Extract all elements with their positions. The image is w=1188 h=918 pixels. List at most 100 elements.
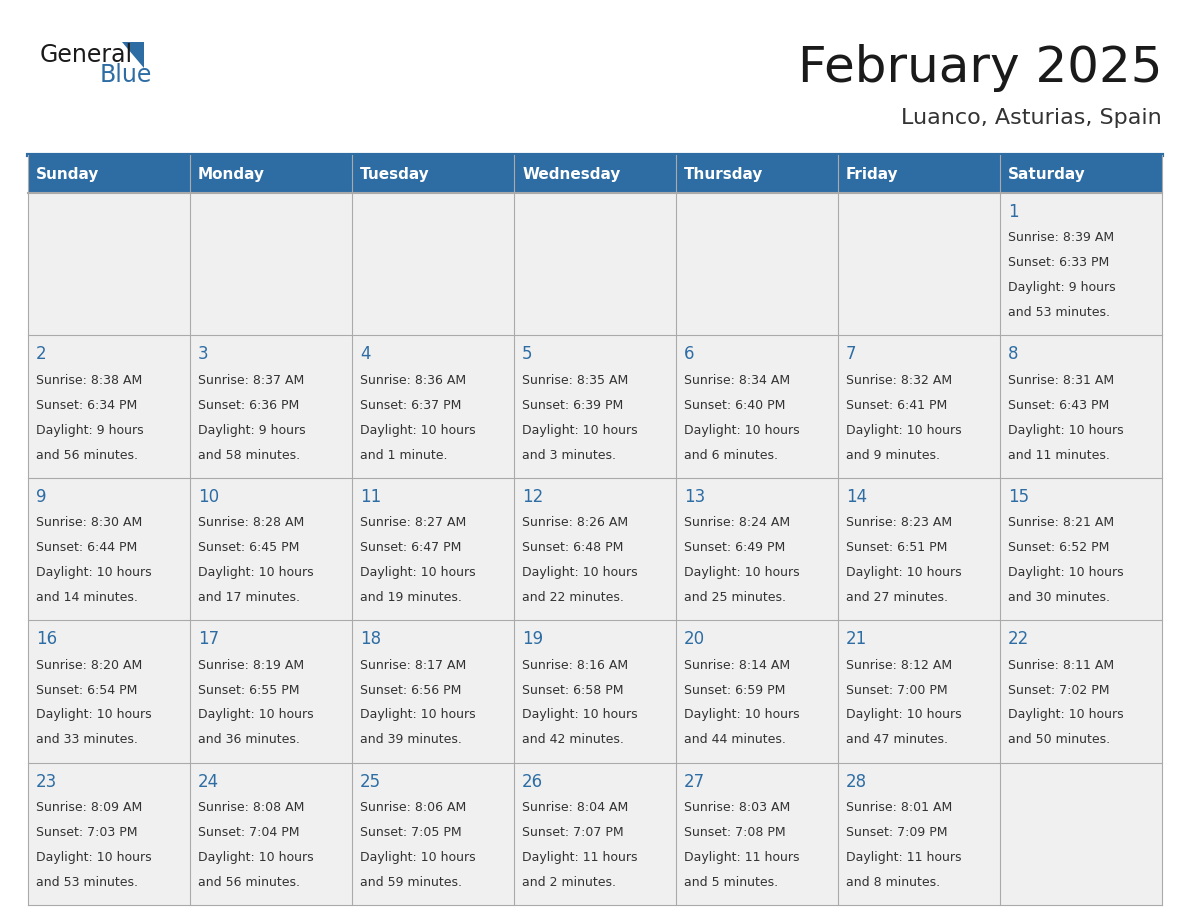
Text: and 27 minutes.: and 27 minutes. — [846, 591, 948, 604]
Text: Daylight: 11 hours: Daylight: 11 hours — [684, 851, 800, 864]
Bar — [676, 621, 838, 763]
Text: Luanco, Asturias, Spain: Luanco, Asturias, Spain — [902, 108, 1162, 128]
Text: Daylight: 10 hours: Daylight: 10 hours — [1009, 424, 1124, 437]
Bar — [190, 335, 352, 477]
Text: Sunset: 6:52 PM: Sunset: 6:52 PM — [1009, 542, 1110, 554]
Text: 24: 24 — [198, 773, 220, 790]
Text: Sunset: 6:48 PM: Sunset: 6:48 PM — [522, 542, 624, 554]
Text: and 3 minutes.: and 3 minutes. — [522, 449, 617, 462]
Text: Sunset: 6:51 PM: Sunset: 6:51 PM — [846, 542, 948, 554]
Bar — [676, 335, 838, 477]
Bar — [676, 193, 838, 335]
Text: Daylight: 11 hours: Daylight: 11 hours — [522, 851, 638, 864]
Bar — [352, 335, 514, 477]
Text: Sunrise: 8:39 AM: Sunrise: 8:39 AM — [1009, 231, 1114, 244]
Text: Daylight: 10 hours: Daylight: 10 hours — [360, 851, 475, 864]
Text: 23: 23 — [36, 773, 57, 790]
Text: February 2025: February 2025 — [797, 44, 1162, 92]
Text: General: General — [40, 43, 133, 67]
Text: Sunrise: 8:01 AM: Sunrise: 8:01 AM — [846, 801, 953, 814]
Text: 15: 15 — [1009, 487, 1029, 506]
Bar — [514, 477, 676, 621]
Text: 22: 22 — [1009, 630, 1029, 648]
Text: Sunset: 7:04 PM: Sunset: 7:04 PM — [198, 826, 299, 839]
Text: Sunset: 6:44 PM: Sunset: 6:44 PM — [36, 542, 138, 554]
Text: Sunrise: 8:26 AM: Sunrise: 8:26 AM — [522, 516, 628, 530]
Text: 18: 18 — [360, 630, 381, 648]
Text: Sunset: 7:03 PM: Sunset: 7:03 PM — [36, 826, 138, 839]
Bar — [29, 155, 190, 193]
Text: Sunrise: 8:27 AM: Sunrise: 8:27 AM — [360, 516, 467, 530]
Bar — [352, 763, 514, 905]
Text: 20: 20 — [684, 630, 706, 648]
Text: and 17 minutes.: and 17 minutes. — [198, 591, 301, 604]
Text: 13: 13 — [684, 487, 706, 506]
Text: 26: 26 — [522, 773, 543, 790]
Text: Sunrise: 8:28 AM: Sunrise: 8:28 AM — [198, 516, 304, 530]
Text: Sunset: 7:09 PM: Sunset: 7:09 PM — [846, 826, 948, 839]
Text: 21: 21 — [846, 630, 867, 648]
Text: Daylight: 10 hours: Daylight: 10 hours — [522, 566, 638, 579]
Text: 7: 7 — [846, 345, 857, 364]
Text: and 2 minutes.: and 2 minutes. — [522, 876, 617, 889]
Text: 14: 14 — [846, 487, 867, 506]
Text: and 11 minutes.: and 11 minutes. — [1009, 449, 1110, 462]
Text: Sunset: 6:36 PM: Sunset: 6:36 PM — [198, 398, 299, 412]
Text: 2: 2 — [36, 345, 46, 364]
Text: Sunset: 6:47 PM: Sunset: 6:47 PM — [360, 542, 461, 554]
Text: Daylight: 10 hours: Daylight: 10 hours — [1009, 709, 1124, 722]
Text: and 47 minutes.: and 47 minutes. — [846, 733, 948, 746]
Text: Sunset: 6:33 PM: Sunset: 6:33 PM — [1009, 256, 1110, 269]
Text: Sunset: 7:05 PM: Sunset: 7:05 PM — [360, 826, 462, 839]
Text: Daylight: 10 hours: Daylight: 10 hours — [36, 709, 152, 722]
Bar — [352, 477, 514, 621]
Text: Sunset: 6:55 PM: Sunset: 6:55 PM — [198, 684, 299, 697]
Bar — [838, 621, 1000, 763]
Text: Thursday: Thursday — [684, 166, 764, 182]
Polygon shape — [122, 42, 144, 68]
Text: Daylight: 10 hours: Daylight: 10 hours — [36, 851, 152, 864]
Text: Sunrise: 8:03 AM: Sunrise: 8:03 AM — [684, 801, 790, 814]
Text: Daylight: 10 hours: Daylight: 10 hours — [684, 709, 800, 722]
Text: Daylight: 10 hours: Daylight: 10 hours — [360, 566, 475, 579]
Text: Sunset: 7:08 PM: Sunset: 7:08 PM — [684, 826, 785, 839]
Text: Sunset: 7:02 PM: Sunset: 7:02 PM — [1009, 684, 1110, 697]
Text: Daylight: 10 hours: Daylight: 10 hours — [846, 709, 962, 722]
Text: Sunrise: 8:16 AM: Sunrise: 8:16 AM — [522, 658, 628, 672]
Text: 6: 6 — [684, 345, 695, 364]
Text: and 22 minutes.: and 22 minutes. — [522, 591, 624, 604]
Text: Sunrise: 8:08 AM: Sunrise: 8:08 AM — [198, 801, 304, 814]
Text: Sunset: 6:39 PM: Sunset: 6:39 PM — [522, 398, 624, 412]
Bar — [1000, 477, 1162, 621]
Bar — [838, 477, 1000, 621]
Text: and 1 minute.: and 1 minute. — [360, 449, 448, 462]
Text: Daylight: 10 hours: Daylight: 10 hours — [846, 566, 962, 579]
Text: Daylight: 10 hours: Daylight: 10 hours — [684, 566, 800, 579]
Bar — [190, 621, 352, 763]
Bar — [514, 335, 676, 477]
Text: Daylight: 10 hours: Daylight: 10 hours — [198, 851, 314, 864]
Text: Sunset: 6:56 PM: Sunset: 6:56 PM — [360, 684, 461, 697]
Bar — [29, 193, 190, 335]
Text: 12: 12 — [522, 487, 543, 506]
Text: Sunrise: 8:31 AM: Sunrise: 8:31 AM — [1009, 374, 1114, 386]
Text: 16: 16 — [36, 630, 57, 648]
Text: Sunrise: 8:30 AM: Sunrise: 8:30 AM — [36, 516, 143, 530]
Text: and 6 minutes.: and 6 minutes. — [684, 449, 778, 462]
Text: and 42 minutes.: and 42 minutes. — [522, 733, 624, 746]
Text: 5: 5 — [522, 345, 532, 364]
Bar — [352, 155, 514, 193]
Text: Sunrise: 8:32 AM: Sunrise: 8:32 AM — [846, 374, 953, 386]
Bar — [352, 621, 514, 763]
Bar — [838, 155, 1000, 193]
Text: 3: 3 — [198, 345, 209, 364]
Text: Sunset: 6:40 PM: Sunset: 6:40 PM — [684, 398, 785, 412]
Bar — [29, 335, 190, 477]
Text: Daylight: 10 hours: Daylight: 10 hours — [36, 566, 152, 579]
Bar — [190, 763, 352, 905]
Text: Daylight: 10 hours: Daylight: 10 hours — [1009, 566, 1124, 579]
Text: and 59 minutes.: and 59 minutes. — [360, 876, 462, 889]
Text: Monday: Monday — [198, 166, 265, 182]
Bar — [1000, 621, 1162, 763]
Text: Daylight: 9 hours: Daylight: 9 hours — [36, 424, 144, 437]
